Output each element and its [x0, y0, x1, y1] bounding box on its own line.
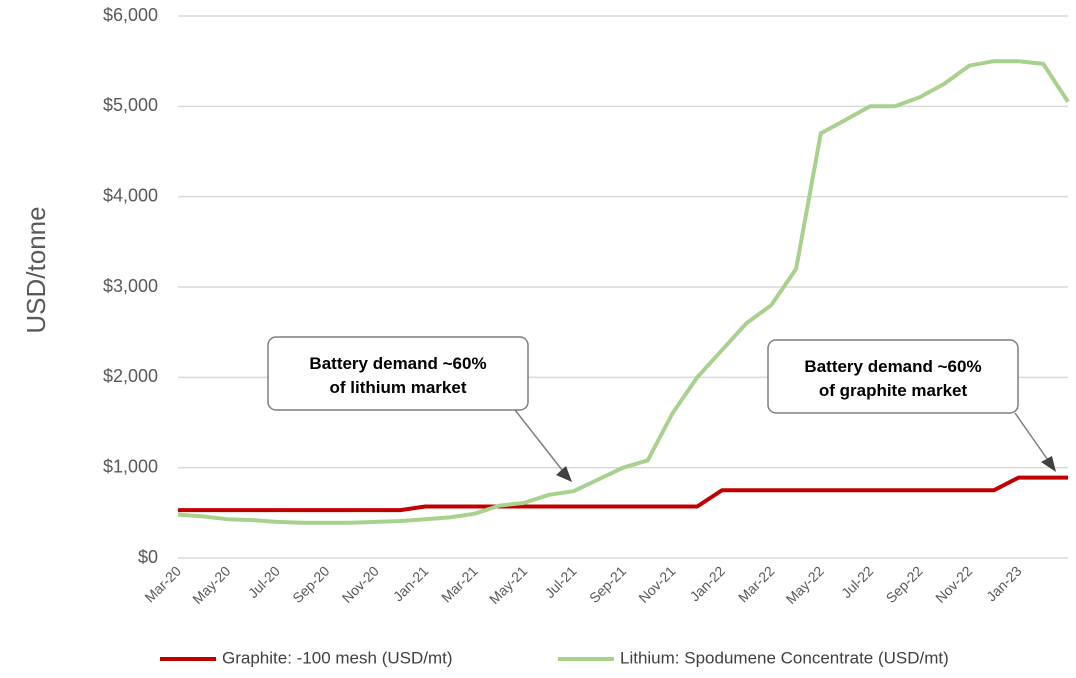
- legend-label: Lithium: Spodumene Concentrate (USD/mt): [620, 648, 949, 667]
- annotation-text: of graphite market: [819, 381, 968, 400]
- x-tick-label: Sep-21: [586, 563, 629, 606]
- x-tick-label: Jul-21: [541, 563, 579, 601]
- y-tick-label: $1,000: [103, 456, 158, 476]
- y-tick-label: $3,000: [103, 276, 158, 296]
- y-tick-label: $4,000: [103, 185, 158, 205]
- annotation: Battery demand ~60% of graphite market: [767, 339, 1056, 472]
- annotation-text: Battery demand ~60%: [804, 357, 981, 376]
- line: [177, 59, 1070, 525]
- y-tick-label: $0: [138, 547, 158, 567]
- x-tick-label: Jan-22: [686, 563, 728, 605]
- x-tick-label: May-20: [189, 563, 233, 607]
- annotation-text: of lithium market: [330, 378, 467, 397]
- x-tick-label: Jan-23: [983, 563, 1025, 605]
- x-tick-label: Jul-22: [838, 563, 876, 601]
- legend-label: Graphite: -100 mesh (USD/mt): [222, 648, 453, 667]
- annotation-box: [267, 336, 529, 411]
- x-tick-label: Nov-20: [339, 563, 382, 606]
- x-tick-label: Jul-20: [245, 563, 283, 601]
- annotation-arrowhead: [556, 466, 572, 482]
- y-tick-label: $6,000: [103, 5, 158, 25]
- y-tick-label: $5,000: [103, 95, 158, 115]
- annotation-text: Battery demand ~60%: [309, 354, 486, 373]
- x-tick-label: Mar-21: [438, 563, 481, 606]
- x-tick-label: Jan-21: [390, 563, 432, 605]
- x-tick-label: Nov-21: [635, 563, 678, 606]
- x-tick-label: May-22: [783, 563, 827, 607]
- line: [178, 475, 1068, 513]
- plot-area: $0 $1,000 $2,000 $3,000 $4,000 $5,000 $6,000 Ma…: [103, 5, 1070, 607]
- x-tick-label: Mar-22: [735, 563, 778, 606]
- x-tick-label: May-21: [486, 563, 530, 607]
- x-tick-label: Mar-20: [141, 563, 184, 606]
- y-tick-label: $2,000: [103, 366, 158, 386]
- x-tick-label: Nov-22: [932, 563, 975, 606]
- annotation-box: [767, 339, 1019, 414]
- annotation-arrowhead: [1041, 456, 1056, 472]
- x-tick-label: Sep-22: [883, 563, 926, 606]
- y-axis-label: USD/tonne: [21, 206, 51, 333]
- annotation: Battery demand ~60% of lithium market: [267, 336, 572, 482]
- annotation-arrow: [1014, 412, 1051, 464]
- x-tick-label: Sep-20: [289, 563, 332, 606]
- annotation-arrow: [514, 409, 567, 476]
